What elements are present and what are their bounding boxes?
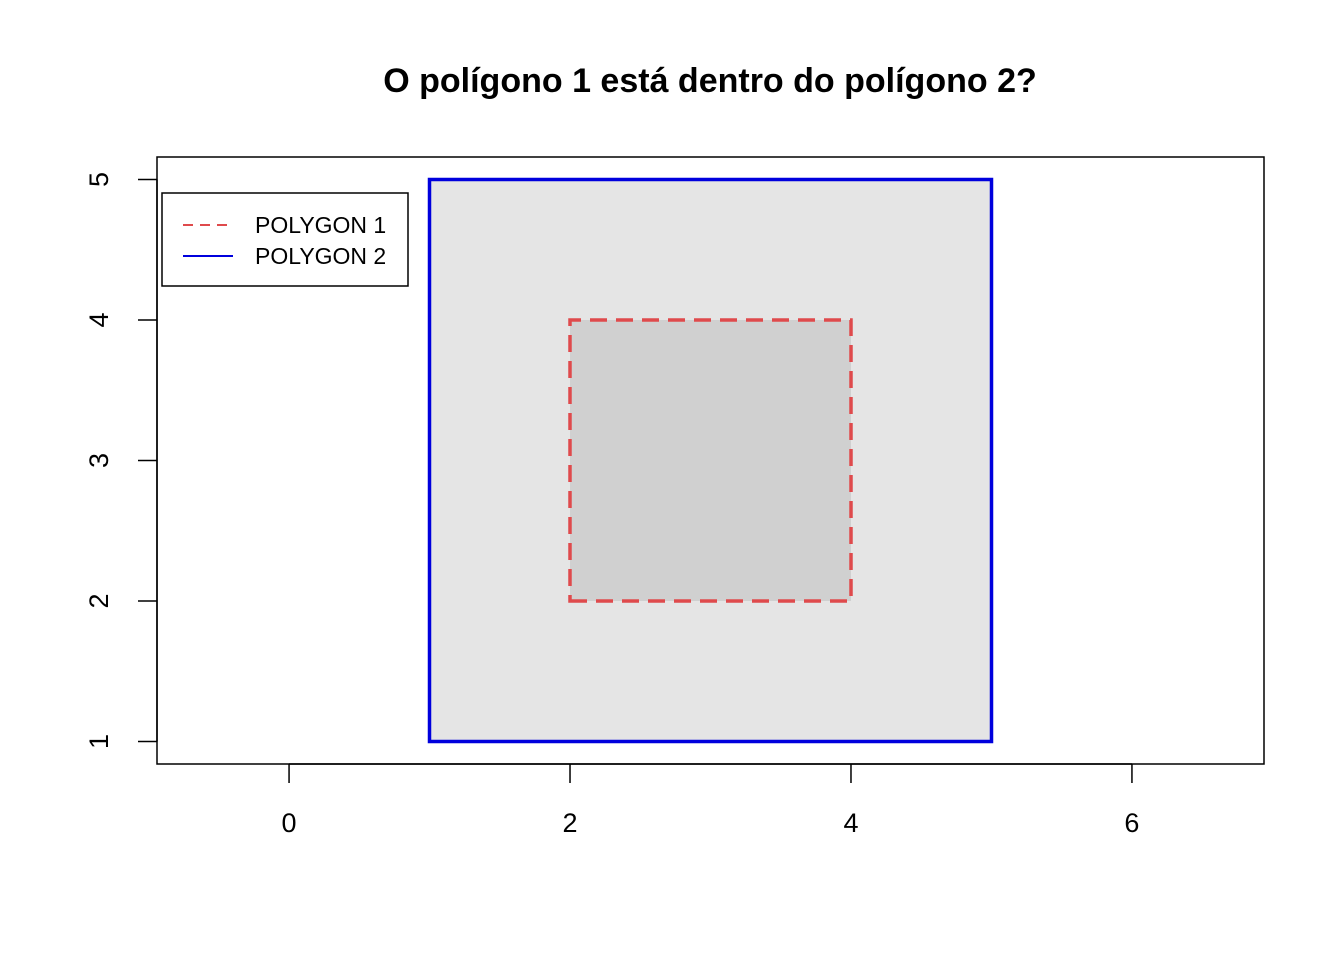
x-tick-label: 4 xyxy=(843,808,858,838)
polygons-layer xyxy=(427,177,994,744)
x-tick-label: 6 xyxy=(1124,808,1139,838)
y-tick-label: 4 xyxy=(84,312,114,327)
y-tick-label: 2 xyxy=(84,593,114,608)
y-axis: 1 2 3 4 5 xyxy=(84,172,158,749)
x-tick-label: 0 xyxy=(282,808,297,838)
x-axis: 0 2 4 6 xyxy=(282,763,1139,838)
legend-label-polygon-1: POLYGON 1 xyxy=(255,212,386,238)
x-tick-label: 2 xyxy=(563,808,578,838)
y-tick-label: 1 xyxy=(84,734,114,749)
y-tick-label: 3 xyxy=(84,453,114,468)
polygon-1 xyxy=(568,318,853,603)
chart-title: O polígono 1 está dentro do polígono 2? xyxy=(383,62,1037,100)
y-tick-label: 5 xyxy=(84,172,114,187)
legend-box xyxy=(161,192,409,287)
legend: POLYGON 1 POLYGON 2 xyxy=(161,192,409,287)
legend-label-polygon-2: POLYGON 2 xyxy=(255,243,386,269)
